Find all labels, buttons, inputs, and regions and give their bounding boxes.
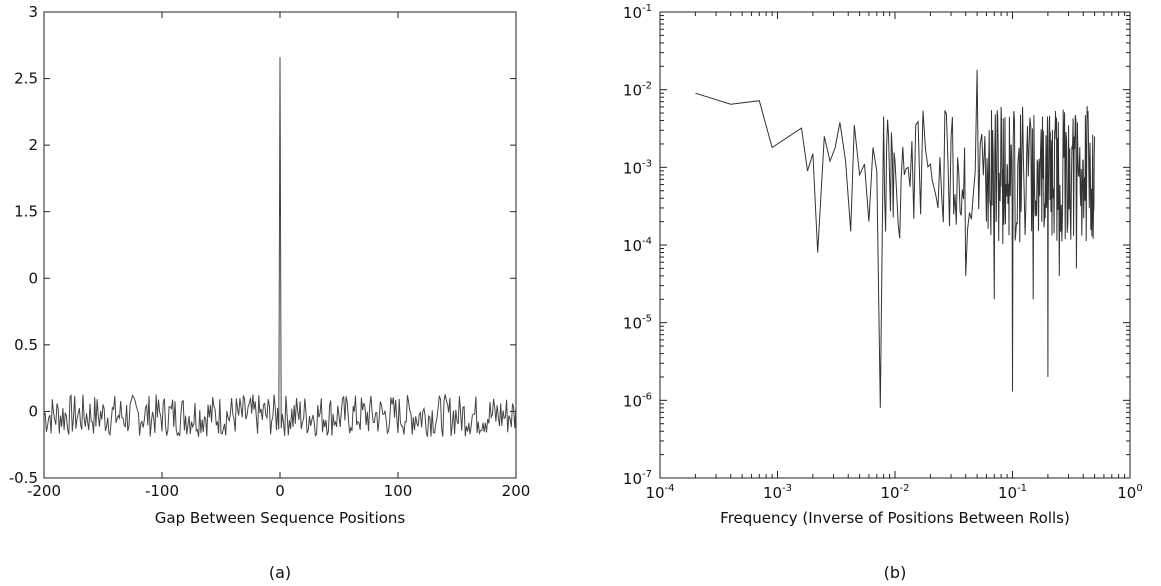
plot-b-xlabel: Frequency (Inverse of Positions Between …	[720, 509, 1070, 527]
plot-a-xtick-label: -200	[27, 482, 61, 500]
plot-a-ytick-label: 3	[28, 3, 38, 21]
plot-b-ytick-label: 10-4	[623, 236, 652, 255]
plot-a-ytick-label: 0	[28, 402, 38, 420]
plot-a-ytick-label: 1.5	[14, 203, 38, 221]
plot-b-xtick-label: 10-4	[645, 483, 674, 502]
plot-b-series-line	[695, 69, 1096, 408]
plot-a-ytick-label: 2	[28, 136, 38, 154]
plot-b-ytick-label: 10-1	[623, 3, 652, 22]
plot-a-ytick-label: 2.5	[14, 70, 38, 88]
plot-b-xtick-label: 10-3	[763, 483, 792, 502]
plot-b-xtick-label: 100	[1117, 483, 1142, 502]
plot-a-xtick-label: 100	[384, 482, 413, 500]
plot-b-xtick-label: 10-1	[998, 483, 1027, 502]
plot-a-xtick-label: 0	[275, 482, 285, 500]
plot-b-ticks: 10-4 10-3 10-2 10-1 100 10-7 10-6 10-5 10-4 10-3 1…	[623, 3, 1143, 502]
plot-b-ytick-label: 10-7	[623, 469, 652, 488]
plot-a-xtick-label: -100	[145, 482, 179, 500]
plot-a-xtick-label: 200	[502, 482, 531, 500]
plot-b-panel-label: (b)	[884, 563, 907, 582]
plot-a-ytick-label: -0.5	[9, 469, 38, 487]
plot-b-xtick-label: 10-2	[880, 483, 909, 502]
plot-b-ytick-label: 10-2	[623, 81, 652, 100]
plot-a-ytick-label: 0	[28, 269, 38, 287]
plot-a-series-line	[43, 57, 517, 437]
plot-a-ytick-label: 0.5	[14, 336, 38, 354]
plot-b-ytick-label: 10-3	[623, 158, 652, 177]
plot-a-ticks: -200 -100 0 100 200 -0.5 0 0.5 0 1.5 2 2.5 3	[9, 3, 531, 500]
plot-a-xlabel: Gap Between Sequence Positions	[155, 509, 406, 527]
plot-b-ytick-label: 10-6	[623, 391, 652, 410]
plot-b-ytick-label: 10-5	[623, 314, 652, 333]
plot-a-panel-label: (a)	[269, 563, 291, 582]
